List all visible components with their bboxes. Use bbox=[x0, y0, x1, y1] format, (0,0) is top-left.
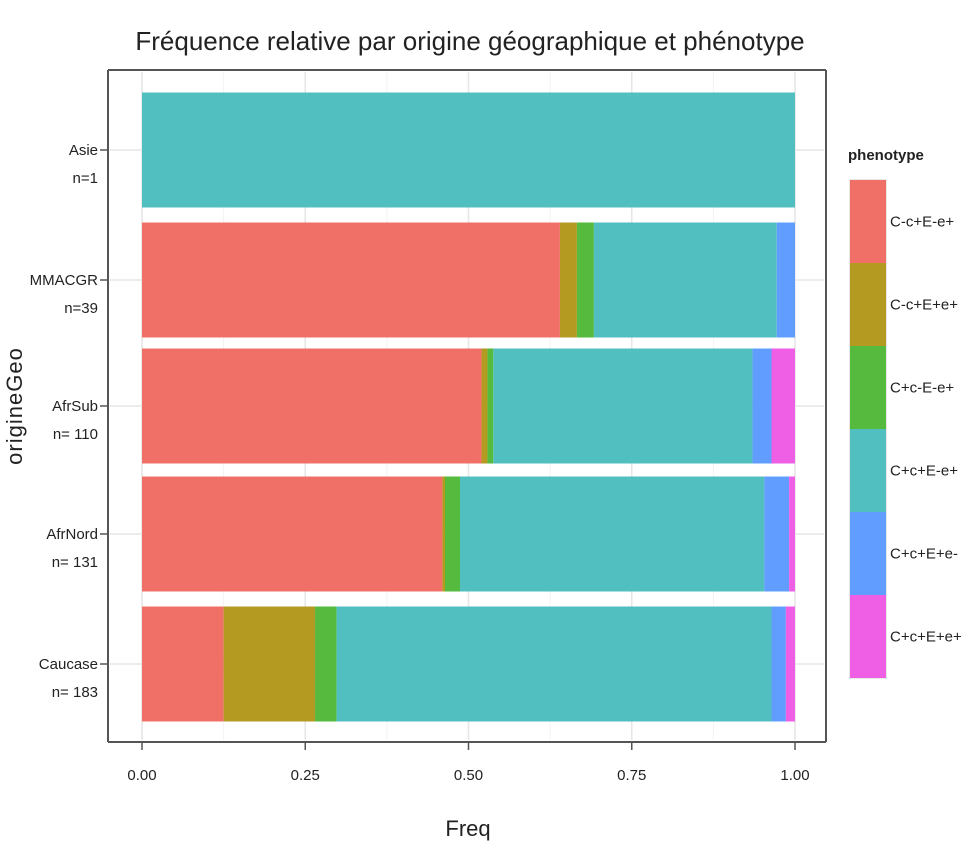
bar-segment bbox=[487, 348, 494, 464]
legend-label: C+c+E-e+ bbox=[890, 463, 958, 480]
x-tick-label: 0.00 bbox=[127, 767, 156, 784]
legend-key bbox=[850, 180, 886, 263]
legend-label: C+c-E-e+ bbox=[890, 380, 954, 397]
y-category-count: n=39 bbox=[64, 300, 98, 317]
bar-segment bbox=[764, 476, 790, 592]
bar-segment bbox=[142, 476, 443, 592]
x-tick-label: 0.25 bbox=[291, 767, 320, 784]
legend-label: C+c+E+e+ bbox=[890, 629, 962, 646]
bar-segment bbox=[223, 606, 316, 722]
chart-title: Fréquence relative par origine géographi… bbox=[135, 26, 804, 56]
x-tick-label: 0.75 bbox=[617, 767, 646, 784]
bar-segment bbox=[142, 92, 795, 208]
legend: phenotype C-c+E-e+ C-c+E+e+ C+c-E-e+ C+c+E-… bbox=[848, 147, 962, 679]
bar-segment bbox=[444, 476, 461, 592]
bar-segment bbox=[142, 606, 224, 722]
bar-segment bbox=[771, 606, 786, 722]
y-category-label: MMACGR bbox=[30, 272, 98, 289]
bar-segment bbox=[493, 348, 753, 464]
bar-segment bbox=[460, 476, 765, 592]
bar-segment bbox=[481, 348, 488, 464]
bar-segment bbox=[576, 222, 594, 338]
bar-segment bbox=[593, 222, 777, 338]
y-category-label: Caucase bbox=[39, 656, 98, 673]
x-axis-title: Freq bbox=[445, 816, 490, 841]
bar-segment bbox=[336, 606, 772, 722]
x-axis: 0.00 0.25 0.50 0.75 1.00 bbox=[127, 742, 810, 784]
bar-segment bbox=[442, 476, 445, 592]
legend-key bbox=[850, 263, 886, 346]
x-tick-label: 1.00 bbox=[780, 767, 809, 784]
y-category-label: Asie bbox=[69, 142, 98, 159]
legend-label: C+c+E+e- bbox=[890, 546, 958, 563]
y-category-label: AfrNord bbox=[46, 526, 98, 543]
bar-segment bbox=[789, 476, 795, 592]
plot-area bbox=[110, 72, 824, 740]
legend-key bbox=[850, 595, 886, 678]
bar-segment bbox=[315, 606, 337, 722]
legend-label: C-c+E-e+ bbox=[890, 214, 954, 231]
y-axis-title: origineGeo bbox=[2, 347, 27, 465]
bar-segment bbox=[752, 348, 772, 464]
y-category-count: n= 110 bbox=[53, 426, 98, 443]
bar-segment bbox=[785, 606, 795, 722]
legend-label: C-c+E+e+ bbox=[890, 297, 958, 314]
legend-title: phenotype bbox=[848, 147, 924, 164]
legend-key bbox=[850, 512, 886, 595]
bar-segment bbox=[142, 222, 560, 338]
bar-segment bbox=[142, 348, 482, 464]
legend-key bbox=[850, 346, 886, 429]
legend-key bbox=[850, 429, 886, 512]
y-axis: Asie n=1 MMACGR n=39 AfrSub n= 110 AfrNord n= 1… bbox=[30, 142, 108, 701]
y-category-count: n= 183 bbox=[52, 684, 98, 701]
y-category-count: n=1 bbox=[73, 170, 98, 187]
bar-segment bbox=[559, 222, 577, 338]
bar-segment bbox=[776, 222, 795, 338]
y-category-label: AfrSub bbox=[52, 398, 98, 415]
y-category-count: n= 131 bbox=[52, 554, 98, 571]
x-tick-label: 0.50 bbox=[454, 767, 483, 784]
bar-segment bbox=[771, 348, 795, 464]
